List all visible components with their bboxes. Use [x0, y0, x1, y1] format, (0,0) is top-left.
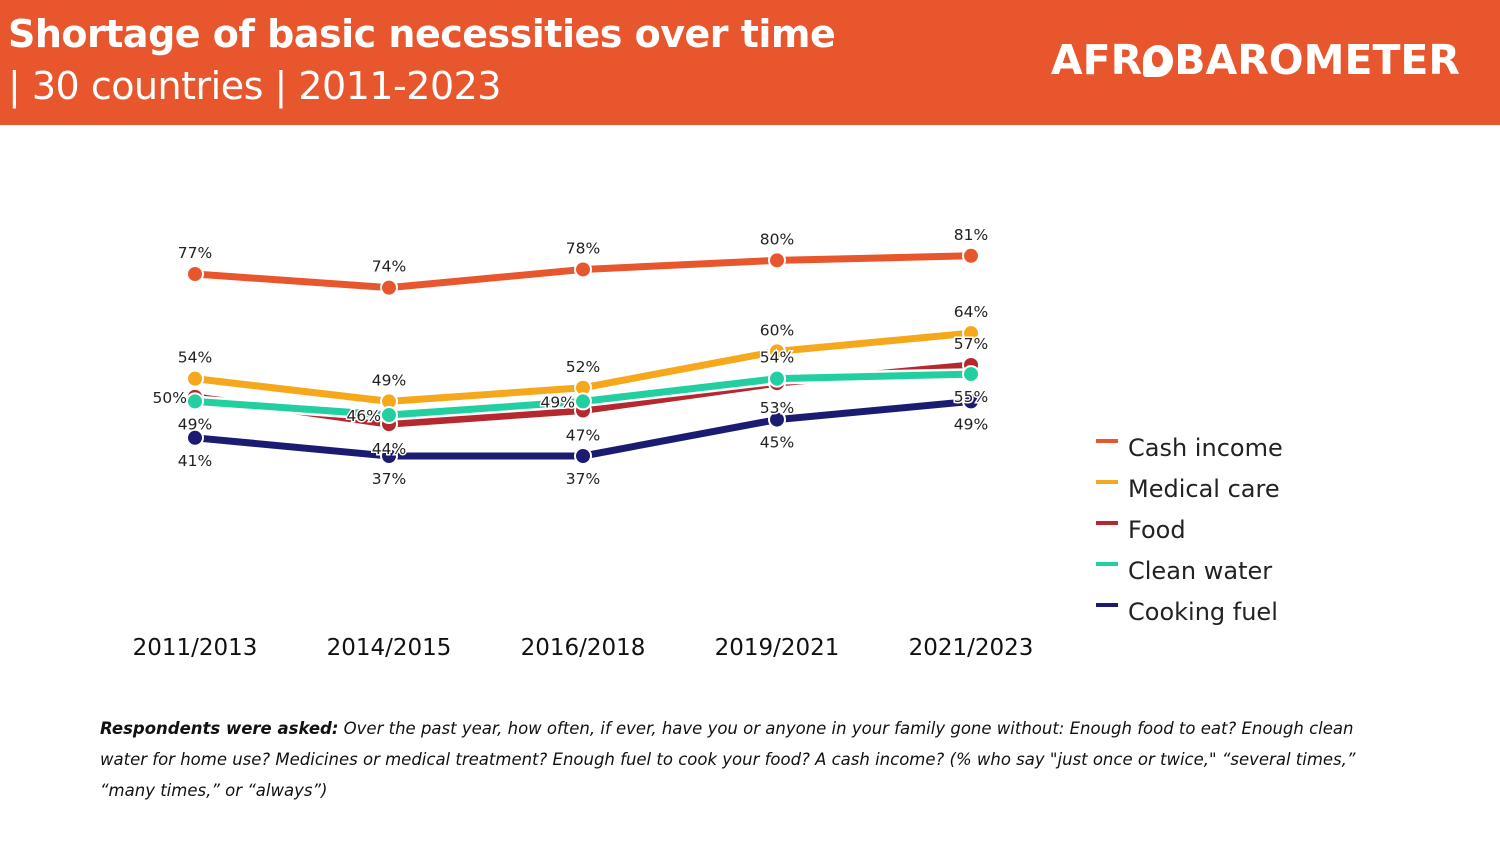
logo-text-right: BAROMETER: [1174, 36, 1460, 84]
data-point-cash-income: [962, 246, 980, 265]
data-point-clean-water: [962, 365, 980, 384]
data-point-cooking-fuel: [186, 428, 204, 447]
data-label-medical-care: 54%: [178, 349, 212, 367]
legend-swatch: [1096, 438, 1118, 443]
legend-label: Clean water: [1128, 556, 1273, 585]
legend-label: Cash income: [1128, 433, 1283, 462]
data-point-clean-water: [186, 392, 204, 411]
data-label-cooking-fuel: 45%: [760, 434, 794, 452]
x-tick-label: 2014/2015: [327, 635, 452, 661]
line-chart: 77% 74% 78% 80% 81% 54% 49% 52% 60% 64% 50% 44% 47% 5…: [0, 125, 1500, 705]
legend-swatch: [1096, 602, 1118, 607]
data-label-cooking-fuel: 37%: [566, 470, 600, 488]
data-point-cooking-fuel: [768, 410, 786, 429]
data-labels: 77% 74% 78% 80% 81% 54% 49% 52% 60% 64% 50% 44% 47% 5…: [151, 224, 990, 489]
header-banner: Shortage of basic necessities over time …: [0, 0, 1500, 125]
footnote-lead: Respondents were asked:: [100, 719, 339, 738]
legend-label: Cooking fuel: [1128, 597, 1278, 626]
data-point-clean-water: [768, 369, 786, 388]
legend-label: Food: [1128, 515, 1186, 544]
legend-item-cooking-fuel: Cooking fuel: [1096, 591, 1283, 632]
legend-swatch: [1096, 479, 1118, 484]
data-label-clean-water: 54%: [760, 349, 794, 367]
logo-text-left: AFR: [1050, 36, 1143, 84]
x-tick-label: 2011/2013: [133, 635, 258, 661]
data-point-medical-care: [186, 369, 204, 388]
afrobarometer-logo: AFR BAROMETER: [1051, 36, 1460, 84]
data-label-cash-income: 78%: [566, 239, 600, 257]
data-point-cooking-fuel: [962, 392, 980, 411]
series-markers: [186, 246, 980, 465]
data-point-cash-income: [768, 251, 786, 270]
data-label-food: 53%: [760, 399, 794, 417]
data-label-medical-care: 49%: [372, 371, 406, 389]
data-label-cash-income: 81%: [954, 226, 988, 244]
data-point-cooking-fuel: [380, 447, 398, 465]
x-tick-label: 2021/2023: [909, 635, 1034, 661]
data-label-food: 44%: [372, 440, 406, 458]
x-axis-tick-labels: 2011/2013 2014/2015 2016/2018 2019/2021 2021…: [133, 635, 1034, 661]
legend-swatch: [1096, 561, 1118, 566]
data-label-food: 47%: [566, 427, 600, 445]
question-footnote: Respondents were asked: Over the past ye…: [100, 713, 1400, 806]
data-label-clean-water: 46%: [347, 407, 381, 425]
legend-item-cash-income: Cash income: [1096, 427, 1283, 468]
legend-label: Medical care: [1128, 474, 1280, 503]
chart-plot: 77% 74% 78% 80% 81% 54% 49% 52% 60% 64% 50% 44% 47% 5…: [133, 224, 1034, 661]
page-subtitle: | 30 countries | 2011-2023: [8, 64, 501, 108]
legend-item-medical-care: Medical care: [1096, 468, 1283, 509]
footnote-text: Over the past year, how often, if ever, …: [100, 719, 1356, 800]
legend-item-food: Food: [1096, 509, 1283, 550]
data-point-medical-care: [768, 342, 786, 361]
data-label-medical-care: 64%: [954, 303, 988, 321]
data-label-cooking-fuel: 37%: [372, 470, 406, 488]
africa-globe-icon: [1143, 45, 1174, 77]
data-label-clean-water: 55%: [954, 388, 988, 406]
data-point-cash-income: [186, 265, 204, 283]
data-point-clean-water: [574, 392, 592, 411]
data-label-cooking-fuel: 41%: [178, 452, 212, 470]
legend-item-clean-water: Clean water: [1096, 550, 1283, 591]
data-label-medical-care: 52%: [566, 358, 600, 376]
legend-swatch: [1096, 520, 1118, 525]
data-label-cash-income: 80%: [760, 230, 794, 248]
data-label-clean-water: 49%: [178, 415, 212, 433]
data-point-cash-income: [574, 260, 592, 279]
data-label-food: 50%: [153, 389, 187, 407]
data-label-cooking-fuel: 49%: [954, 415, 988, 433]
data-label-medical-care: 60%: [760, 321, 794, 339]
chart-legend: Cash income Medical care Food Clean water Co…: [1096, 427, 1283, 632]
data-point-medical-care: [962, 324, 980, 343]
x-tick-label: 2016/2018: [521, 635, 646, 661]
x-tick-label: 2019/2021: [715, 635, 840, 661]
data-point-cash-income: [380, 278, 398, 297]
data-label-food: 57%: [954, 335, 988, 353]
data-point-clean-water: [380, 406, 398, 425]
data-label-clean-water: 49%: [541, 393, 575, 411]
data-point-cooking-fuel: [574, 447, 592, 465]
data-label-cash-income: 77%: [178, 244, 212, 262]
data-label-cash-income: 74%: [372, 258, 406, 276]
page-title: Shortage of basic necessities over time: [8, 12, 836, 56]
